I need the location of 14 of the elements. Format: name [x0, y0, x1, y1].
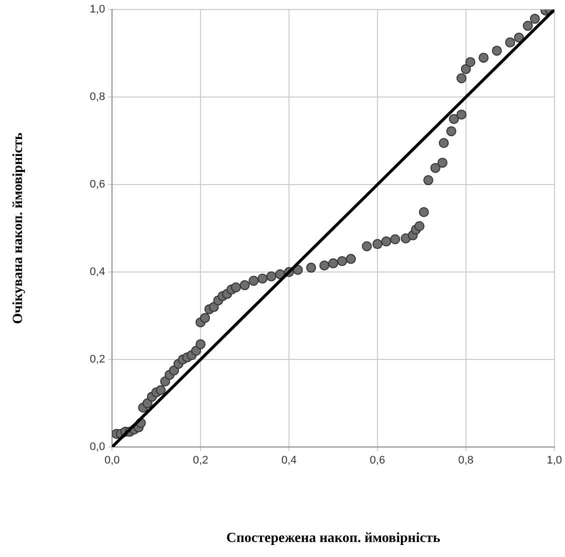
y-tick-label: 0,6: [90, 178, 106, 191]
y-tick-label: 1,0: [90, 4, 106, 16]
x-axis-title: Спостережена накоп. ймовірність: [226, 531, 441, 546]
x-tick-label: 0,6: [370, 454, 386, 467]
y-tick-label: 0,8: [90, 91, 106, 104]
y-axis-title: Очікувана накоп. ймовірність: [11, 132, 26, 324]
x-tick-label: 0,2: [192, 454, 208, 467]
x-tick-label: 1,0: [546, 454, 562, 467]
x-tick-label: 0,8: [458, 454, 474, 467]
y-tick-label: 0,2: [90, 354, 106, 366]
x-tick-label: 0,0: [104, 454, 120, 467]
x-tick-label: 0,4: [281, 454, 297, 467]
y-tick-label: 0,0: [90, 441, 106, 454]
y-tick-label: 0,4: [90, 266, 106, 278]
